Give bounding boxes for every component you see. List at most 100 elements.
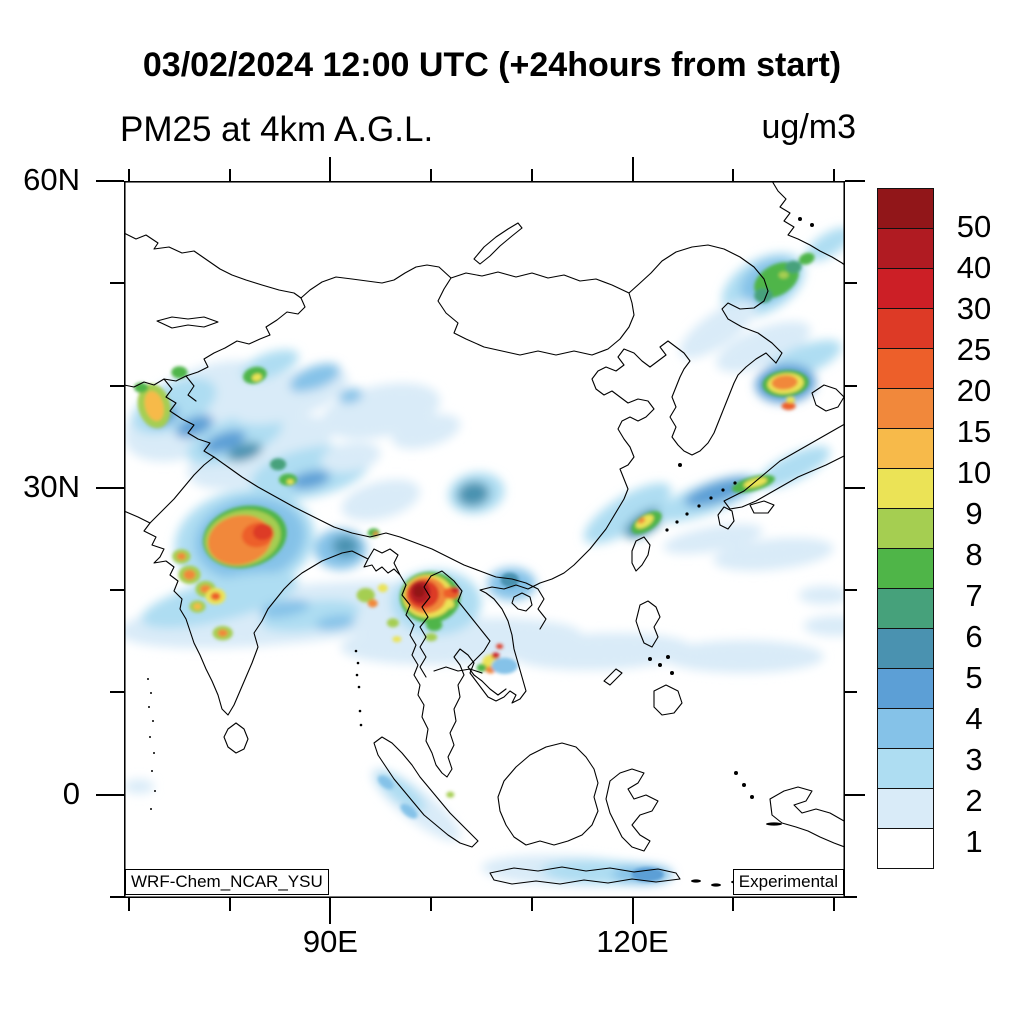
pm25-blob xyxy=(663,524,763,554)
y-axis-tick-right xyxy=(845,384,857,387)
x-axis-tick-bottom xyxy=(128,898,131,911)
pm25-blob xyxy=(451,587,460,594)
units-label: ug/m3 xyxy=(761,108,857,146)
x-axis-tick-top xyxy=(631,157,634,181)
pm25-blob xyxy=(251,373,262,382)
x-axis-tick-top xyxy=(430,169,433,181)
colorbar-swatch xyxy=(877,228,934,269)
colorbar-swatch xyxy=(877,348,934,389)
pm25-blob xyxy=(377,584,388,593)
pm25-blob xyxy=(338,388,363,404)
pm25-blob xyxy=(511,632,693,671)
colorbar-swatch xyxy=(877,308,934,349)
y-axis-tick-left xyxy=(96,486,124,489)
colorbar-tick-label: 25 xyxy=(956,332,992,367)
pm25-blob xyxy=(637,517,646,524)
y-axis-tick-left xyxy=(110,895,124,898)
lake-baikal xyxy=(473,222,523,265)
y-axis-label: 60N xyxy=(23,162,80,197)
pm25-blob xyxy=(444,600,455,609)
y-axis-tick-right xyxy=(845,895,857,898)
colorbar-swatch xyxy=(877,668,934,709)
border-mongolia xyxy=(437,277,635,356)
x-axis-tick-bottom xyxy=(430,898,433,911)
border-indochina xyxy=(419,570,507,696)
colorbar-tick-label: 9 xyxy=(965,496,983,531)
pm25-blob xyxy=(803,615,845,637)
border-india-pakistan xyxy=(149,456,215,524)
y-axis-tick-right xyxy=(845,282,857,285)
y-axis-tick-left xyxy=(96,793,124,796)
pm25-blob xyxy=(270,458,287,471)
pm25-blob xyxy=(341,479,421,521)
map-panel xyxy=(124,181,845,898)
colorbar-swatch xyxy=(877,708,934,749)
pm25-blob xyxy=(392,636,402,643)
colorbar-tick-label: 1 xyxy=(965,824,983,859)
island-hainan xyxy=(511,592,533,612)
x-axis-tick-bottom xyxy=(631,898,634,924)
colorbar-swatch xyxy=(877,548,934,589)
island-palawan xyxy=(603,668,623,686)
colorbar-tick-label: 5 xyxy=(965,660,983,695)
pm25-blob xyxy=(391,414,461,449)
pm25-blob xyxy=(124,779,155,794)
pm25-blob xyxy=(367,599,378,608)
pm25-blob xyxy=(756,446,831,489)
colorbar-swatch xyxy=(877,588,934,629)
pm25-blob xyxy=(426,618,443,631)
x-axis-tick-top xyxy=(832,169,835,181)
pm25-blob xyxy=(175,415,214,438)
pm25-blob xyxy=(781,401,796,411)
island-taiwan xyxy=(631,536,651,572)
colorbar-swatch xyxy=(877,748,934,789)
coastline-okhotsk xyxy=(771,181,845,266)
pm25-blob xyxy=(713,537,834,571)
pm25-concentration-field-soft xyxy=(124,227,845,886)
pm25-blob xyxy=(679,300,757,359)
pm25-blob xyxy=(446,791,455,798)
pm25-blob xyxy=(778,271,789,279)
colorbar-swatch xyxy=(877,508,934,549)
y-axis-tick-right xyxy=(845,793,865,796)
colorbar-swatch xyxy=(877,628,934,669)
colorbar-swatch xyxy=(877,188,934,229)
x-axis-label: 120E xyxy=(596,924,669,959)
colorbar-swatch xyxy=(877,388,934,429)
colorbar-tick-label: 10 xyxy=(956,455,992,490)
pm25-blob xyxy=(798,252,815,265)
y-axis-tick-right xyxy=(845,180,865,182)
pm25-blob xyxy=(332,535,359,557)
model-name-badge: WRF-Chem_NCAR_YSU xyxy=(125,869,329,895)
pm25-blob xyxy=(662,640,824,673)
x-axis-tick-top xyxy=(128,169,131,181)
colorbar-tick-label: 3 xyxy=(965,742,983,777)
pm25-blob xyxy=(743,477,768,488)
pm25-blob xyxy=(217,629,228,637)
coastline-mainland-asia xyxy=(124,340,777,778)
pm25-blob xyxy=(356,588,375,603)
pm25-blob xyxy=(193,603,202,610)
pm25-blob xyxy=(771,375,798,390)
pm25-blob xyxy=(754,288,773,303)
x-axis-tick-bottom xyxy=(732,898,735,911)
y-axis-tick-left xyxy=(96,180,124,182)
colorbar-tick-label: 15 xyxy=(956,414,992,449)
colorbar-swatch xyxy=(877,468,934,509)
x-axis-tick-top xyxy=(228,169,231,181)
pm25-blob xyxy=(716,321,811,373)
border-central-asia xyxy=(124,297,306,388)
pm25-blob xyxy=(171,366,188,379)
pm25-blob xyxy=(290,470,331,489)
x-axis-tick-top xyxy=(329,157,332,181)
x-axis-tick-bottom xyxy=(530,898,533,911)
colorbar xyxy=(877,188,934,869)
variable-label: PM25 at 4km A.G.L. xyxy=(120,110,434,149)
x-axis-tick-bottom xyxy=(832,898,835,911)
colorbar-tick-label: 6 xyxy=(965,619,983,654)
pm25-blob xyxy=(320,442,381,473)
pm25-blob xyxy=(805,227,845,262)
island-honshu xyxy=(723,423,845,510)
island-mindanao xyxy=(653,684,683,716)
pm25-blob xyxy=(183,569,196,580)
